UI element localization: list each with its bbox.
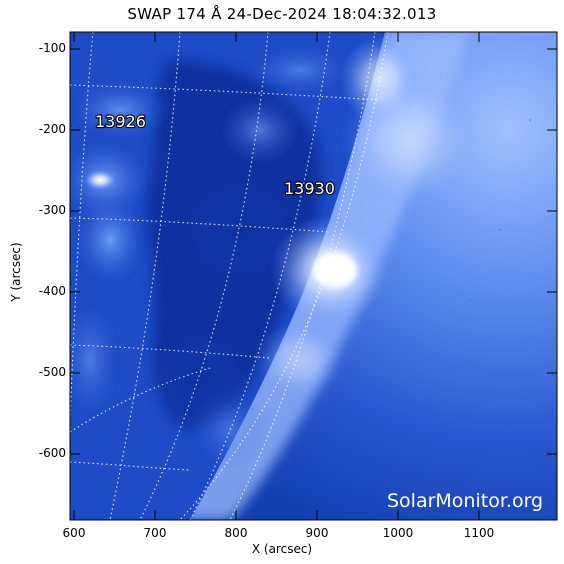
y-tick-label: -400	[38, 284, 66, 298]
x-tick-label: 1000	[382, 526, 414, 540]
x-tick-label: 600	[62, 526, 86, 540]
y-tick-label: -600	[38, 446, 66, 460]
axis-ticks	[70, 32, 557, 520]
x-axis-label: X (arcsec)	[251, 542, 313, 556]
y-tick-label: -200	[38, 122, 66, 136]
y-tick-label: -500	[38, 365, 66, 379]
active-region-label: 13930	[284, 179, 335, 198]
x-tick-label: 700	[143, 526, 167, 540]
x-tick-label: 1100	[463, 526, 495, 540]
watermark-text: SolarMonitor.org	[387, 490, 543, 512]
heliographic-grid	[70, 32, 389, 520]
noise-speckles	[439, 119, 531, 471]
active-region-label: 13926	[95, 112, 146, 131]
image-title: SWAP 174 Å 24-Dec-2024 18:04:32.013	[127, 5, 437, 23]
x-tick-label: 900	[305, 526, 329, 540]
y-axis-label: Y (arcsec)	[9, 242, 23, 302]
y-tick-label: -300	[38, 203, 66, 217]
plot-frame	[69, 31, 558, 521]
y-tick-label: -100	[38, 41, 66, 55]
x-tick-label: 800	[224, 526, 248, 540]
